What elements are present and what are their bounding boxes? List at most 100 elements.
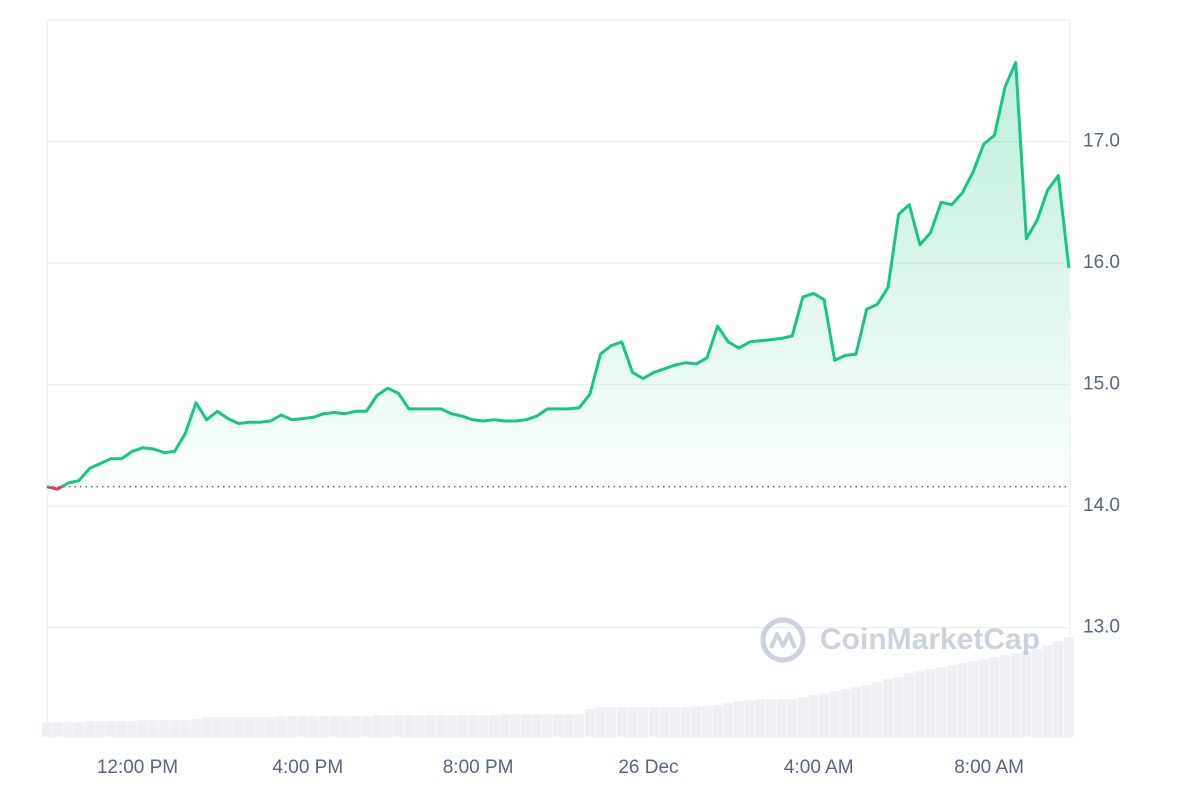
volume-bar (807, 694, 820, 738)
volume-bar (424, 714, 436, 738)
volume-bar (541, 713, 553, 738)
volume-bar (531, 713, 543, 738)
volume-bar (861, 684, 873, 738)
volume-bar (403, 714, 415, 738)
volume-bar (275, 715, 287, 738)
volume-bar (1020, 650, 1032, 738)
volume-bar (690, 705, 702, 738)
volume-bar (520, 713, 532, 738)
volume-bar (52, 721, 64, 738)
volume-bar (669, 706, 681, 738)
watermark-logo (760, 617, 806, 663)
volume-bar (616, 706, 628, 738)
volume-bar (1031, 648, 1043, 738)
volume-bar (73, 721, 85, 738)
volume-bar (562, 713, 575, 738)
volume-bar (211, 716, 223, 738)
volume-bar (573, 713, 585, 738)
volume-bar (978, 658, 990, 738)
volume-bar (62, 721, 74, 738)
volume-bar (254, 716, 266, 738)
volume-bar (552, 713, 564, 738)
volume-bar (584, 708, 596, 738)
volume-bar (179, 719, 192, 738)
volume-bar (712, 704, 724, 738)
volume-bar (350, 715, 362, 738)
volume-bar (818, 692, 830, 738)
x-tick-label: 8:00 AM (954, 757, 1024, 778)
axis-layer: 13.0 14.0 15.0 16.0 17.0 12:00 PM 4:00 PM 8:00 … (97, 131, 1120, 778)
volume-bar (147, 719, 160, 738)
volume-bar (137, 719, 149, 738)
volume-bar (499, 713, 511, 738)
volume-bar (722, 702, 734, 738)
volume-bar (94, 720, 106, 738)
volume-bar (765, 698, 777, 738)
watermark-text: CoinMarketCap (820, 623, 1040, 656)
volume-bar (158, 719, 170, 738)
volume-bar (871, 681, 883, 738)
volume-bar (648, 706, 660, 738)
volume-bar (264, 716, 277, 738)
volume-bar (382, 714, 394, 738)
volume-bar (190, 718, 202, 738)
watermark-logo-mark (769, 632, 797, 649)
volume-bar (307, 715, 319, 738)
volume-bar (967, 660, 979, 738)
volume-bar (467, 714, 479, 738)
price-area (61, 62, 1069, 487)
volume-bar (946, 664, 958, 738)
y-tick-label: 16.0 (1083, 252, 1120, 273)
volume-bar (115, 720, 128, 738)
volume-bar (286, 715, 298, 738)
volume-bar (1063, 636, 1075, 738)
volume-bar (169, 719, 181, 738)
y-tick-label: 17.0 (1083, 131, 1120, 152)
y-tick-label: 14.0 (1083, 495, 1120, 516)
volume-bar (201, 716, 213, 738)
volume-bar (914, 670, 926, 738)
volume-bar (924, 668, 937, 738)
volume-bar (701, 705, 713, 738)
volume-bar (626, 706, 639, 738)
volume-bar (509, 713, 522, 738)
volume-bar (222, 716, 234, 738)
price-line (47, 61, 1071, 487)
volume-bar (126, 720, 138, 738)
volume-bar (243, 716, 255, 738)
volume-bar (328, 715, 341, 738)
volume-bar (456, 714, 468, 738)
volume-bar (1052, 640, 1064, 738)
volume-bar (903, 672, 915, 738)
volume-bar (392, 714, 404, 738)
volume-bar (999, 654, 1011, 738)
volume-bar (754, 698, 766, 738)
volume-bar (296, 715, 309, 738)
volume-bar (435, 714, 447, 738)
x-tick-label: 4:00 AM (784, 757, 854, 778)
volume-bar (680, 706, 692, 738)
volume-bar (445, 714, 458, 738)
volume-layer (41, 636, 1075, 738)
y-tick-label: 13.0 (1083, 617, 1120, 638)
volume-bar (105, 720, 117, 738)
volume-bar (988, 656, 1001, 738)
x-tick-label: 8:00 PM (443, 757, 514, 778)
volume-bar (413, 714, 426, 738)
volume-bar (797, 696, 809, 738)
x-tick-label: 12:00 PM (97, 757, 178, 778)
volume-bar (605, 706, 617, 738)
volume-bar (839, 688, 852, 738)
volume-bar (1042, 644, 1054, 738)
volume-bar (360, 715, 372, 738)
volume-bar (829, 690, 841, 738)
volume-bar (637, 706, 649, 738)
volume-bar (232, 716, 245, 738)
volume-bar (488, 714, 500, 738)
volume-bar (658, 706, 671, 738)
volume-bar (775, 698, 788, 738)
volume-bar (594, 706, 607, 738)
volume-bar (371, 714, 383, 738)
